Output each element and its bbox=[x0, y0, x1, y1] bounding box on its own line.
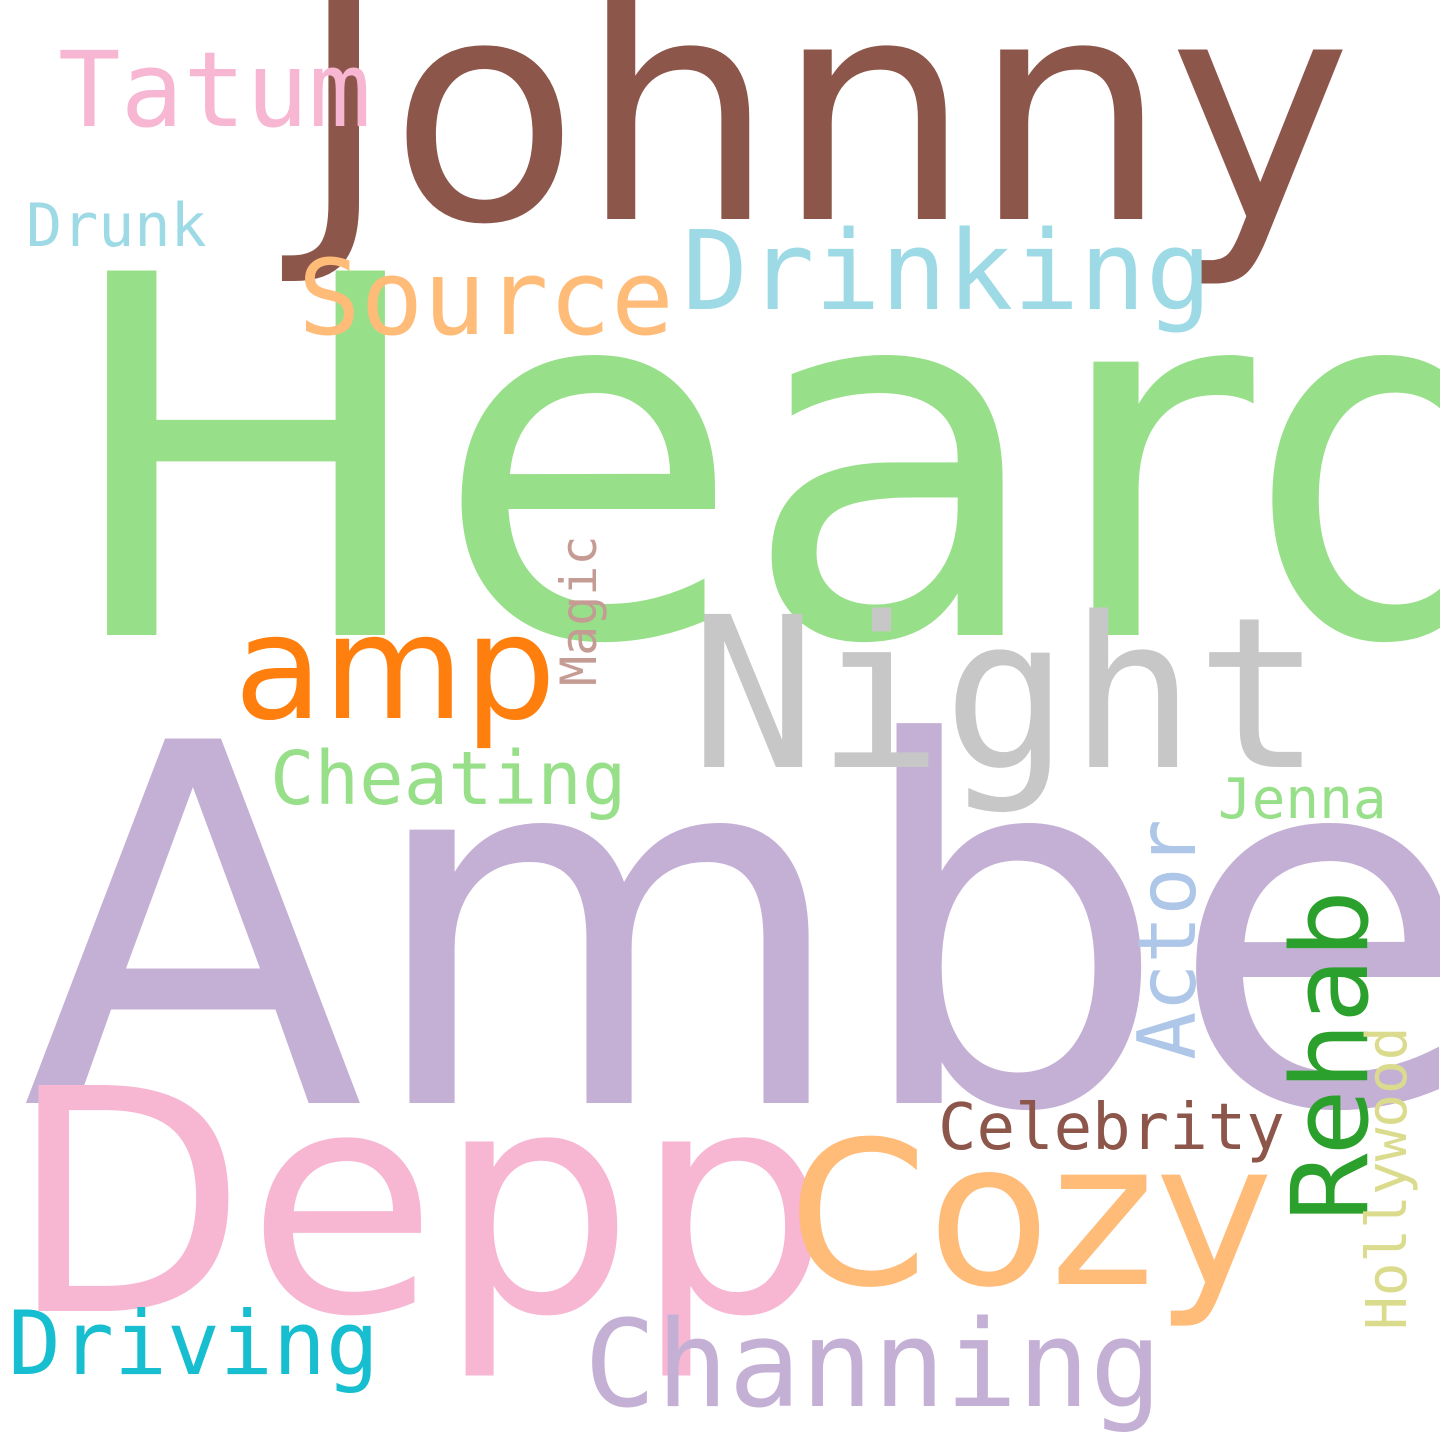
word-tatum: Tatum bbox=[58, 29, 372, 151]
word-channing: Channing bbox=[584, 1296, 1162, 1435]
word-driving: Driving bbox=[8, 1292, 379, 1395]
word-night: Night bbox=[690, 572, 1323, 817]
word-johnny: Johnny bbox=[298, 0, 1352, 293]
word-hollywood: Hollywood bbox=[1355, 1026, 1420, 1330]
word-drinking: Drinking bbox=[682, 207, 1212, 335]
word-amp: amp bbox=[234, 584, 557, 753]
word-jenna: Jenna bbox=[1218, 767, 1387, 832]
word-heard: Heard bbox=[58, 171, 1440, 753]
word-source: Source bbox=[298, 237, 674, 359]
word-depp: Depp bbox=[8, 1024, 831, 1385]
word-drunk: Drunk bbox=[26, 191, 207, 261]
word-actor: Actor bbox=[1121, 819, 1214, 1060]
word-amber: Amber bbox=[22, 639, 1440, 1221]
word-cheating: Cheating bbox=[270, 736, 627, 822]
word-celebrity: Celebrity bbox=[938, 1091, 1285, 1165]
word-cozy: Cozy bbox=[788, 1099, 1274, 1332]
word-magic: Magic bbox=[550, 535, 608, 686]
